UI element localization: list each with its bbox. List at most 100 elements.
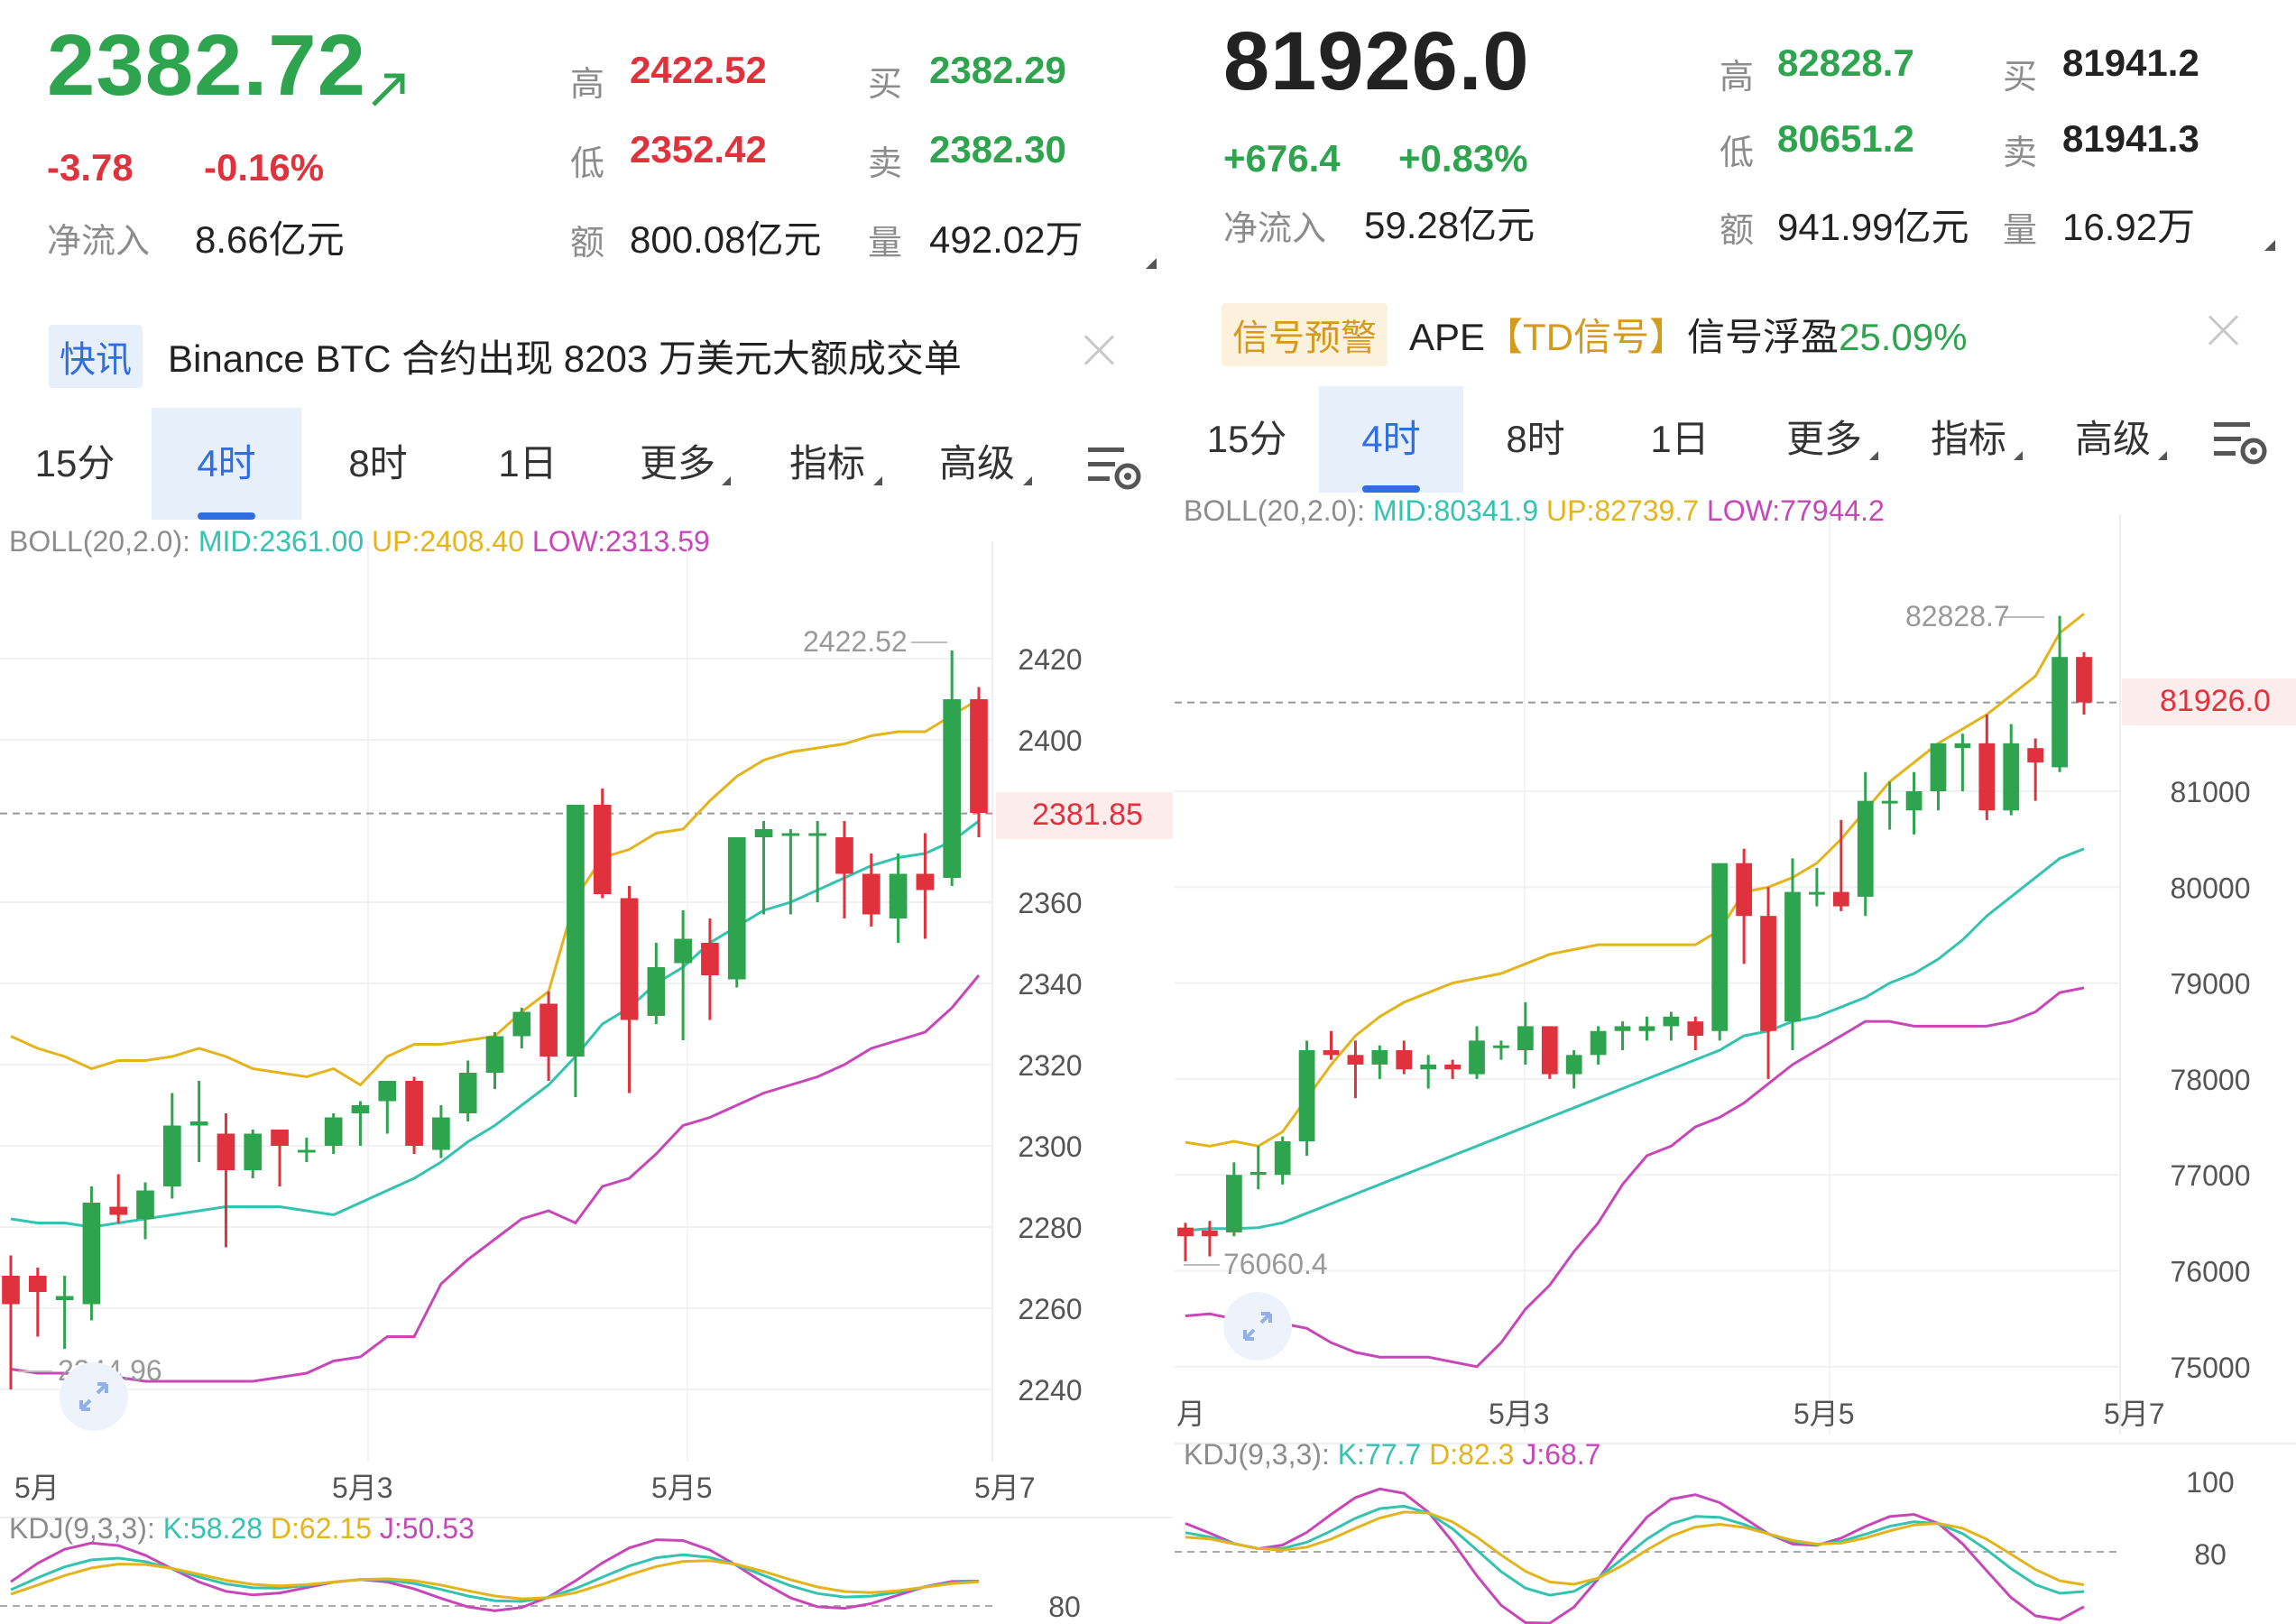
kdj-d: D:82.3: [1429, 1438, 1515, 1471]
tab-8h[interactable]: 8时: [1506, 418, 1565, 460]
candle-body: [485, 1036, 504, 1073]
chart-settings-icon[interactable]: [2212, 417, 2270, 467]
high-label: 高: [570, 66, 605, 104]
up-arrow-icon: [372, 73, 405, 106]
high-value: 82828.7: [1777, 42, 1914, 84]
zoom-button[interactable]: [60, 1362, 128, 1431]
candle-body: [1298, 1050, 1315, 1141]
tab-indicators[interactable]: 指标: [1930, 418, 2006, 460]
news-tag: 快讯: [49, 325, 143, 388]
candle-body: [432, 1117, 450, 1150]
candle-body: [2003, 743, 2020, 811]
high-marker-label: 2422.52: [803, 625, 908, 658]
boll-mid: MID:80341.9: [1372, 494, 1539, 527]
volume-label: 量: [868, 225, 903, 263]
candle-body: [701, 943, 719, 975]
candle-body: [136, 1190, 154, 1219]
ask-label: 卖: [2003, 134, 2038, 172]
tab-advanced[interactable]: 高级: [938, 442, 1015, 484]
candle-body: [1760, 916, 1776, 1031]
active-tab-underline: [1362, 485, 1420, 493]
kdj-tick-label: 80: [1048, 1591, 1081, 1623]
signal-profit: 25.09%: [1839, 316, 1968, 358]
candlestick-chart[interactable]: 81000 80000 79000 78000 77000 76000 75000 月 5月3 5…: [1175, 0, 2296, 1624]
amount-label: 额: [1720, 212, 1755, 250]
candle-body: [1493, 1045, 1509, 1048]
indicators-caret-icon: [873, 476, 882, 485]
y-tick-label: 2300: [1018, 1130, 1082, 1163]
net-inflow-value: 59.28亿元: [1364, 204, 1535, 246]
boll-low: LOW:77944.2: [1706, 494, 1885, 527]
tab-4h[interactable]: 4时: [1319, 386, 1463, 493]
candle-body: [1541, 1026, 1558, 1075]
tab-15m[interactable]: 15分: [1206, 418, 1287, 460]
amount-label: 额: [570, 225, 605, 263]
zoom-button[interactable]: [1223, 1292, 1292, 1361]
kdj-d-line: [10, 1559, 980, 1601]
candle-body: [1930, 743, 1947, 791]
tab-4h[interactable]: 4时: [152, 408, 301, 520]
boll-name: BOLL(20,2.0):: [9, 525, 190, 558]
y-tick-label: 75000: [2171, 1352, 2251, 1384]
candle-body: [2052, 657, 2068, 768]
boll-upper-line: [10, 697, 980, 1087]
net-inflow-label: 净流入: [1223, 210, 1327, 248]
boll-up: UP:2408.40: [372, 525, 525, 558]
kdj-d: D:62.15: [270, 1512, 372, 1545]
amount-value: 941.99亿元: [1777, 206, 1969, 248]
kdj-k: K:58.28: [162, 1512, 263, 1545]
candle-body: [647, 967, 666, 1016]
expand-caret-icon[interactable]: [2264, 240, 2275, 251]
tab-advanced[interactable]: 高级: [2074, 418, 2151, 460]
candle-body: [1323, 1050, 1340, 1056]
kdj-legend: KDJ(9,3,3): K:58.28 D:62.15 J:50.53: [9, 1512, 475, 1546]
y-tick-label: 76000: [2171, 1256, 2251, 1288]
last-price: 81926.0: [1223, 15, 1530, 107]
candle-body: [970, 699, 988, 813]
candlestick-chart[interactable]: 2420 2400 2360 2340 2320 2300 2280 2260 2240 5月 5月…: [0, 0, 1175, 1624]
kdj-tick-label: 100: [2186, 1466, 2234, 1499]
candle-body: [835, 837, 853, 874]
kdj-k: K:77.7: [1337, 1438, 1422, 1471]
last-price-tag: 81926.0: [2160, 684, 2271, 718]
tab-1d[interactable]: 1日: [1650, 418, 1710, 460]
y-tick-label: 2240: [1018, 1374, 1082, 1407]
candle-body: [405, 1081, 423, 1146]
candle-body: [351, 1105, 370, 1113]
kdj-name: KDJ(9,3,3):: [1184, 1438, 1330, 1471]
candle-body: [55, 1296, 74, 1300]
candle-body: [1954, 743, 1971, 749]
candle-body: [1225, 1175, 1242, 1232]
kdj-tick-label: 80: [2194, 1538, 2227, 1571]
tab-indicators[interactable]: 指标: [788, 442, 865, 484]
candle-body: [28, 1276, 47, 1292]
tab-8h[interactable]: 8时: [348, 442, 408, 484]
boll-mid-line: [1185, 847, 2085, 1232]
tab-15m[interactable]: 15分: [34, 442, 115, 484]
candle-body: [1420, 1064, 1437, 1070]
news-headline[interactable]: Binance BTC 合约出现 8203 万美元大额成交单: [168, 337, 962, 380]
signal-headline[interactable]: APE【TD信号】信号浮盈25.09%: [1409, 307, 1968, 362]
kdj-j: J:68.7: [1522, 1438, 1601, 1471]
tab-1d[interactable]: 1日: [498, 442, 558, 484]
candle-body: [1177, 1227, 1194, 1237]
volume-value: 16.92万: [2062, 206, 2196, 248]
expand-caret-icon[interactable]: [1146, 258, 1157, 269]
tab-more[interactable]: 更多: [1785, 418, 1862, 460]
low-value: 2352.42: [630, 128, 767, 171]
x-tick-label: 5月5: [651, 1472, 713, 1504]
candle-body: [1371, 1050, 1388, 1065]
x-tick-label: 5月7: [2104, 1398, 2165, 1430]
signal-type: 【TD信号】: [1485, 316, 1688, 358]
chart-settings-icon[interactable]: [1086, 442, 1144, 493]
candle-body: [1565, 1055, 1582, 1075]
kdj-legend: KDJ(9,3,3): K:77.7 D:82.3 J:68.7: [1184, 1438, 1600, 1472]
boll-legend: BOLL(20,2.0): MID:2361.00 UP:2408.40 LOW…: [9, 525, 710, 558]
x-tick-label: 5月7: [974, 1472, 1036, 1504]
last-price-tag: 2381.85: [1032, 798, 1143, 832]
tab-more[interactable]: 更多: [639, 442, 715, 484]
candle-body: [567, 805, 585, 1057]
candle-body: [1517, 1026, 1534, 1051]
candle-body: [2076, 657, 2092, 703]
expand-arrows-icon: [79, 1382, 108, 1411]
